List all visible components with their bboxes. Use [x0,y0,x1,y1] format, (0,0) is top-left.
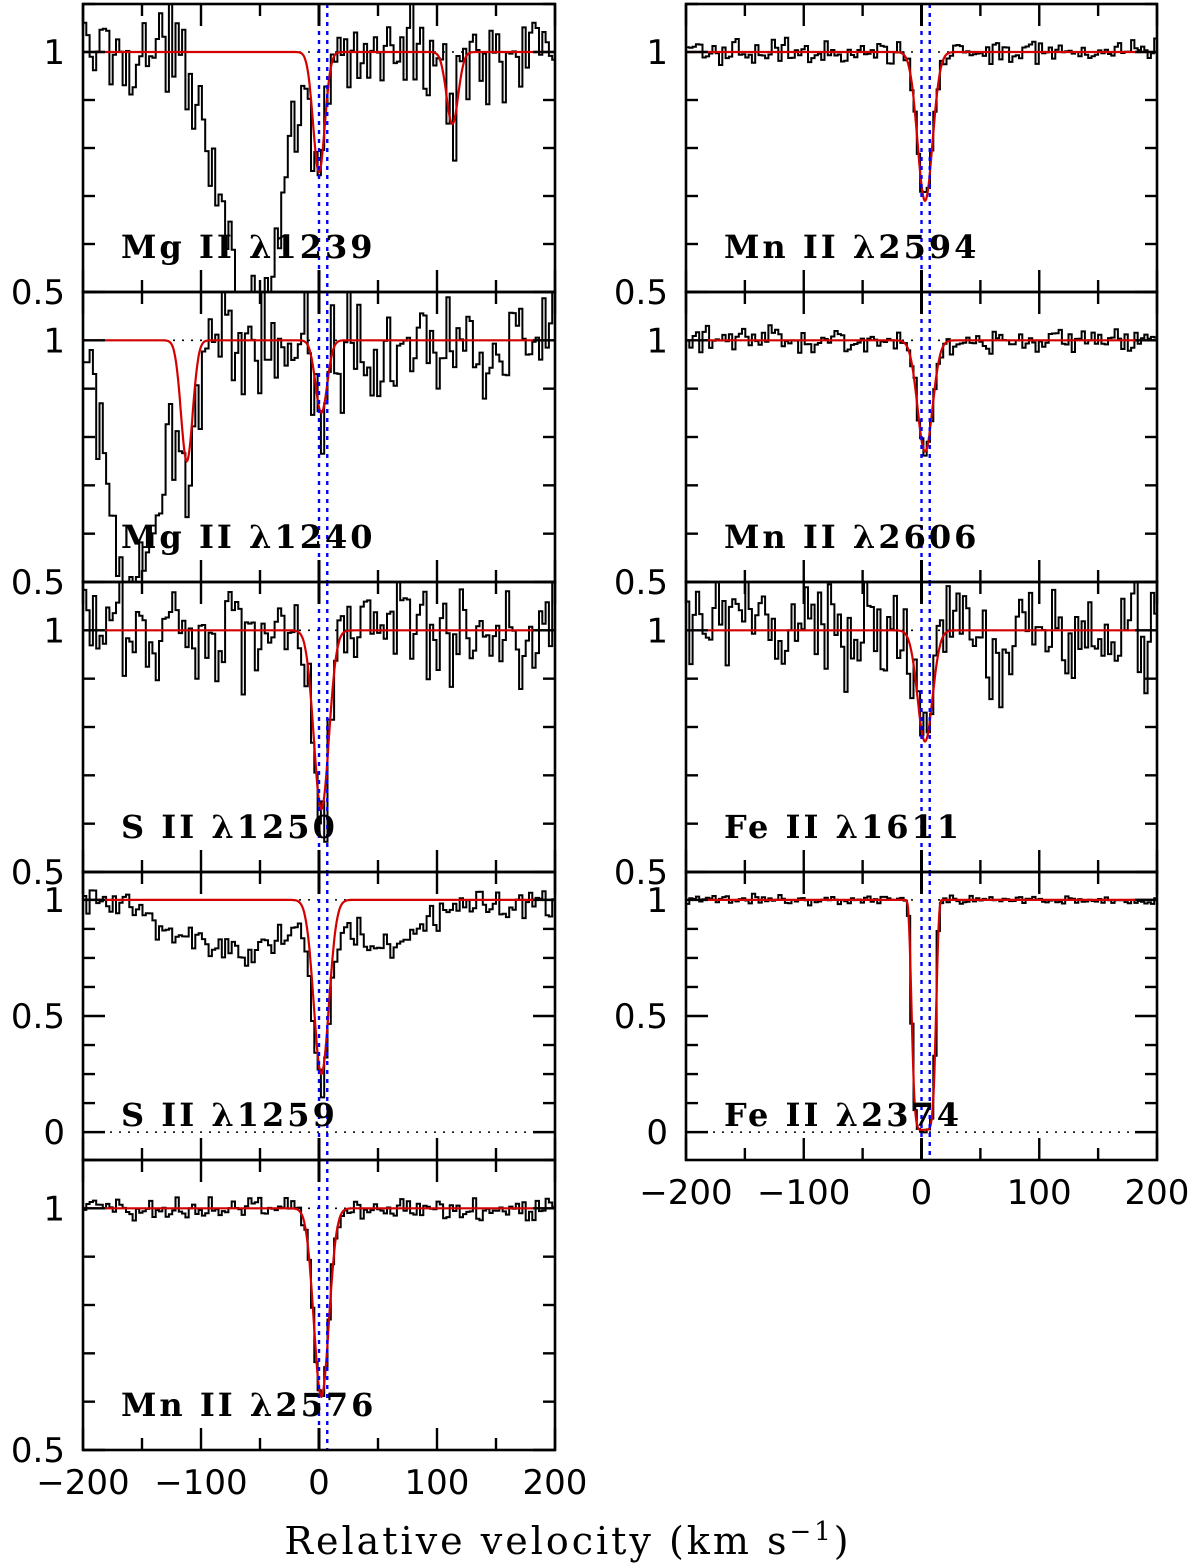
y-tick-label: 0.5 [11,563,65,603]
panel-label: S II λ1259 [121,1096,338,1134]
panel-2: 1 0.5 Mg II λ1240 [11,290,557,603]
fit-profile [83,339,555,463]
data-spectrum [686,582,1157,737]
panel-label: S II λ1250 [121,808,338,846]
y-tick-label: 1 [646,33,668,73]
x-tick-label: 200 [1125,1173,1190,1213]
panel-6: 1 0.5 Mn II λ2594 [614,2,1159,313]
panel-label: Mn II λ2606 [724,518,979,556]
y-tick-label: 0.5 [11,853,65,893]
panel-4: 1 0.5 0 S II λ1259 [11,870,557,1162]
y-tick-label: 0.5 [11,1431,65,1471]
x-tick-label: −100 [154,1463,247,1503]
y-tick-label: 1 [43,33,65,73]
panel-label: Mg II λ1240 [121,518,376,556]
y-tick-label: 0.5 [11,273,65,313]
x-tick-label: −200 [639,1173,732,1213]
panel-label: Mn II λ2576 [121,1386,376,1424]
panel-1: 1 0.5 Mg II λ1239 [11,2,557,313]
y-tick-label: 1 [43,321,65,361]
panel-label: Mn II λ2594 [724,228,979,266]
panel-label: Mg II λ1239 [121,228,376,266]
y-tick-label: 1 [43,611,65,651]
y-tick-label: 0 [646,1113,668,1153]
x-tick-label: −200 [36,1463,129,1503]
x-tick-label: 100 [405,1463,470,1503]
y-tick-label: 1 [646,881,668,921]
y-tick-label: 0.5 [11,997,65,1037]
x-axis-label: Relative velocity (km s−1) [284,1517,851,1563]
fit-profile [686,898,1157,1131]
panel-label: Fe II λ1611 [724,808,962,846]
panel-9: 1 0.5 0 Fe II λ2374 −200 −100 0 100 200 [614,870,1190,1213]
panel-7: 1 0.5 Mn II λ2606 [614,290,1159,603]
y-tick-label: 1 [43,1189,65,1229]
y-tick-label: 0.5 [614,563,668,603]
panel-label: Fe II λ2374 [724,1096,962,1134]
y-tick-label: 0.5 [614,853,668,893]
y-tick-label: 1 [646,321,668,361]
data-spectrum [83,889,555,1099]
panel-8: 1 0.5 Fe II λ1611 [614,580,1159,893]
y-tick-label: 0.5 [614,273,668,313]
x-tick-label: −100 [757,1173,850,1213]
x-tick-label: 200 [523,1463,588,1503]
x-tick-label: 0 [911,1173,933,1213]
x-tick-label: 100 [1007,1173,1072,1213]
y-tick-label: 0 [43,1113,65,1153]
fit-profile [83,898,555,1076]
y-tick-label: 1 [646,611,668,651]
panel-3: 1 0.5 S II λ1250 [11,580,557,893]
x-tick-label: 0 [308,1463,330,1503]
panel-5: 1 0.5 Mn II λ2576 −200 −100 0 100 200 [11,1158,588,1503]
fit-profile [83,50,555,174]
y-tick-label: 0.5 [614,997,668,1037]
y-tick-label: 1 [43,881,65,921]
